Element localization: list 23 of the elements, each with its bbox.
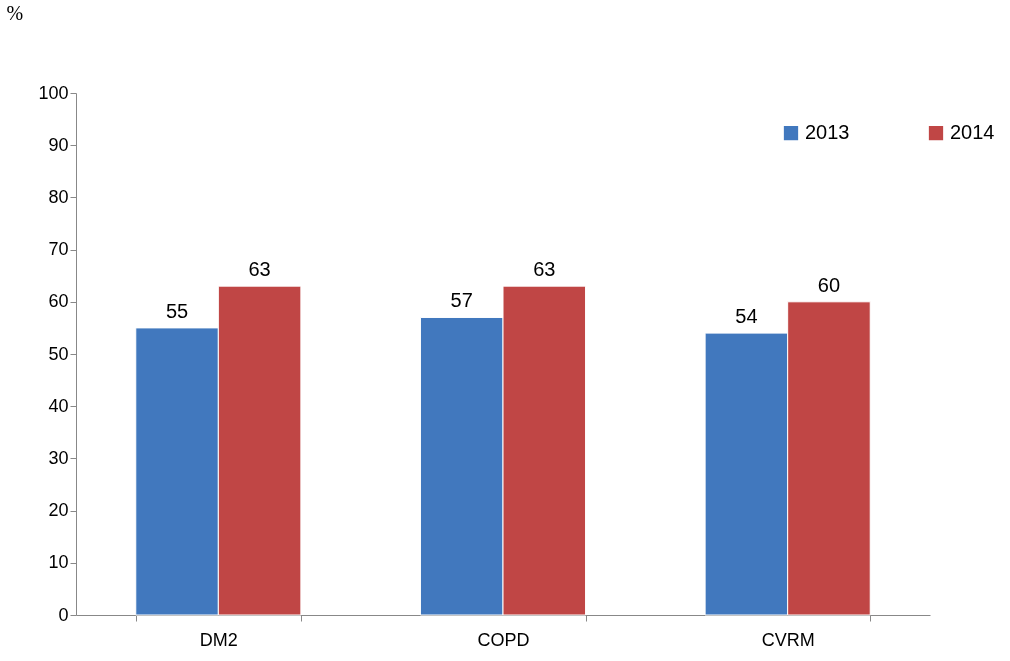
y-tick-label: 30	[48, 447, 69, 468]
y-tick-label: 50	[48, 343, 69, 364]
legend-label: 2013	[805, 121, 850, 144]
y-tick-label: 100	[38, 82, 69, 103]
x-tick-label: COPD	[477, 629, 530, 650]
y-tick-label: 40	[48, 395, 69, 416]
data-label: 60	[817, 273, 841, 296]
data-label: 63	[248, 258, 271, 281]
y-tick-label: 60	[48, 291, 69, 312]
y-tick-label: 70	[48, 239, 69, 260]
y-tick-label: 0	[58, 604, 69, 625]
legend-label: 2014	[950, 121, 995, 144]
y-tick-label: 80	[48, 186, 69, 207]
x-tick-label: CVRM	[761, 629, 815, 650]
data-label: 63	[533, 258, 556, 281]
data-label: 57	[450, 289, 473, 312]
y-tick-label: 90	[48, 134, 69, 155]
data-label: 54	[735, 305, 758, 328]
data-label: 55	[165, 299, 189, 322]
y-axis-title: %	[6, 1, 24, 24]
y-tick-label: 20	[48, 500, 69, 521]
x-tick-label: DM2	[199, 629, 238, 650]
y-tick-label: 10	[48, 552, 69, 573]
